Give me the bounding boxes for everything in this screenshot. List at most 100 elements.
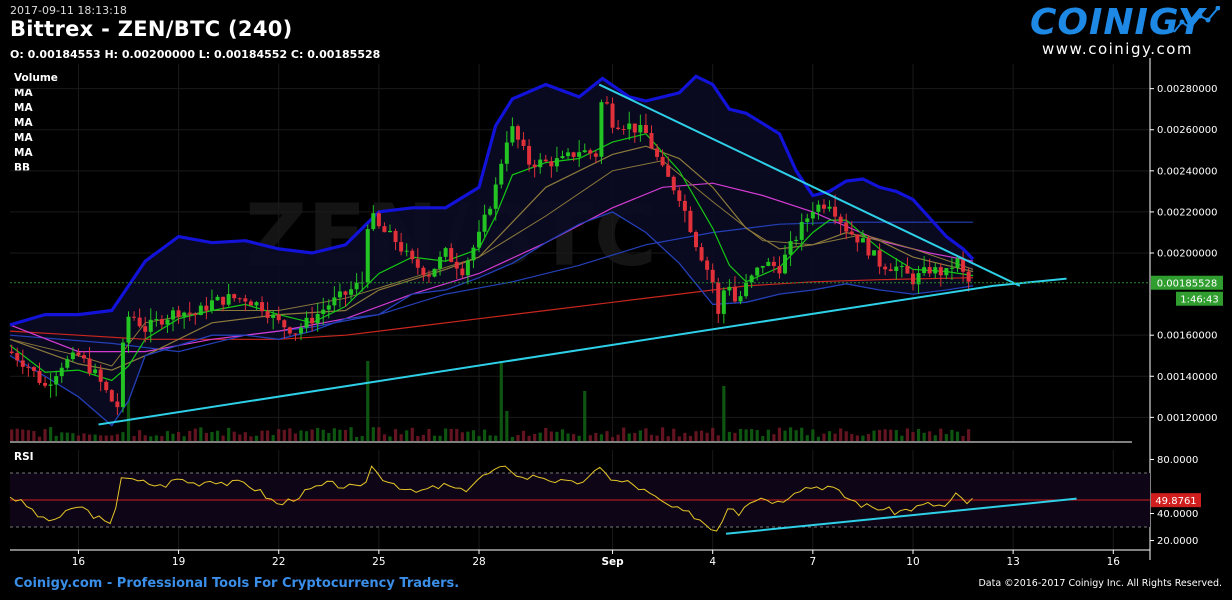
candle-body-166 — [933, 267, 938, 274]
volume-bar-12 — [76, 435, 81, 441]
candle-body-148 — [833, 206, 838, 217]
candle-body-126 — [710, 269, 715, 283]
trendlines — [10, 83, 1150, 426]
volume-bar-142 — [800, 427, 804, 441]
candle-body-155 — [872, 250, 877, 256]
candle-body-80 — [454, 261, 459, 269]
volume-bar-59 — [338, 429, 342, 441]
candle-body-67 — [382, 226, 387, 233]
volume-bar-5 — [37, 436, 42, 441]
volume-bar-138 — [777, 427, 782, 441]
volume-bar-90 — [510, 436, 515, 441]
candle-body-144 — [810, 211, 815, 219]
candle-body-48 — [276, 314, 281, 321]
candle-body-163 — [916, 273, 921, 285]
volume-bar-40 — [232, 431, 236, 441]
volume-bar-65 — [371, 427, 375, 441]
footer-tagline[interactable]: Coinigy.com - Professional Tools For Cry… — [14, 576, 460, 591]
candle-body-53 — [304, 317, 309, 328]
volume-bar-169 — [950, 429, 954, 441]
volume-bar-20 — [121, 432, 125, 441]
volume-bar-15 — [93, 434, 97, 441]
rsi-y-tick-label-0: 80.0000 — [1157, 455, 1198, 466]
x-tick-label-1: 19 — [172, 556, 185, 568]
candle-body-103 — [582, 150, 587, 153]
candle-body-130 — [732, 286, 737, 302]
candle-body-169 — [949, 267, 954, 269]
volume-bar-36 — [210, 431, 214, 441]
volume-bar-87 — [494, 435, 498, 441]
x-tick-label-7: 7 — [809, 556, 816, 568]
volume-bar-95 — [538, 432, 542, 441]
volume-bar-172 — [967, 429, 971, 441]
volume-bar-62 — [355, 436, 359, 441]
y-tick-label-6: 0.00140000 — [1157, 372, 1217, 383]
candle-body-11 — [70, 352, 75, 360]
candle-body-10 — [65, 359, 70, 368]
volume-bar-105 — [594, 433, 598, 441]
volume-bar-101 — [572, 434, 576, 441]
candle-body-9 — [59, 367, 64, 377]
volume-bar-31 — [182, 436, 186, 441]
indicator-ma-4[interactable]: MA — [14, 132, 33, 144]
last-price-badge — [1151, 275, 1223, 290]
volume-bar-145 — [816, 436, 821, 441]
candle-body-56 — [321, 309, 326, 314]
candle-body-64 — [365, 229, 370, 283]
volume-bar-17 — [104, 435, 108, 441]
volume-bar-33 — [193, 428, 197, 441]
candle-body-66 — [376, 213, 381, 227]
volume-bar-117 — [661, 427, 665, 441]
candle-body-74 — [421, 267, 426, 276]
x-tick-label-6: 4 — [709, 556, 716, 568]
last-price-label: 0.00185528 — [1157, 279, 1217, 290]
candle-body-77 — [438, 256, 443, 269]
volume-bar-81 — [460, 432, 464, 441]
volume-bar-164 — [922, 432, 926, 441]
indicator-volume[interactable]: Volume — [14, 72, 58, 84]
indicator-ma-3[interactable]: MA — [14, 117, 33, 129]
volume-bar-91 — [516, 434, 520, 441]
indicator-ma-1[interactable]: MA — [14, 87, 33, 99]
candle-body-15 — [93, 369, 98, 374]
candle-body-147 — [827, 206, 832, 209]
rsi-y-tick-label-1: 40.0000 — [1157, 509, 1198, 520]
candle-body-145 — [816, 204, 821, 212]
candle-body-25 — [148, 319, 153, 332]
candle-body-39 — [226, 294, 231, 305]
indicator-ma-5[interactable]: MA — [14, 147, 33, 159]
volume-bar-26 — [154, 435, 158, 441]
volume-bar-27 — [160, 436, 164, 441]
volume-bar-162 — [911, 431, 915, 441]
volume-bar-34 — [199, 427, 203, 441]
volume-bar-171 — [961, 436, 965, 441]
support-trendline — [98, 284, 994, 426]
candle-body-33 — [193, 313, 198, 316]
volume-bar-168 — [944, 434, 948, 441]
candle-body-58 — [332, 297, 337, 306]
bb-fill-area — [10, 76, 974, 426]
candle-body-138 — [777, 266, 782, 274]
candle-body-105 — [593, 153, 598, 157]
candle-body-27 — [159, 319, 164, 325]
candle-body-127 — [716, 282, 721, 314]
volume-bar-9 — [60, 432, 64, 441]
candle-body-40 — [232, 294, 237, 299]
coinigy-logo[interactable]: COINIGY www.coinigy.com — [1030, 2, 1220, 58]
volume-bar-141 — [794, 430, 798, 441]
volume-bar-144 — [811, 429, 815, 441]
volume-bar-93 — [527, 435, 531, 441]
volume-bar-124 — [699, 430, 704, 441]
candle-body-113 — [638, 125, 643, 133]
volume-bar-29 — [171, 433, 175, 441]
volume-bar-54 — [310, 429, 314, 441]
volume-bar-47 — [271, 435, 275, 441]
indicator-ma-2[interactable]: MA — [14, 102, 33, 114]
candle-body-2 — [20, 360, 25, 367]
candle-body-156 — [877, 250, 882, 267]
volume-bar-69 — [393, 429, 398, 441]
x-tick-label-3: 25 — [372, 556, 385, 568]
volume-bar-110 — [622, 427, 626, 441]
candle-body-111 — [627, 123, 632, 130]
